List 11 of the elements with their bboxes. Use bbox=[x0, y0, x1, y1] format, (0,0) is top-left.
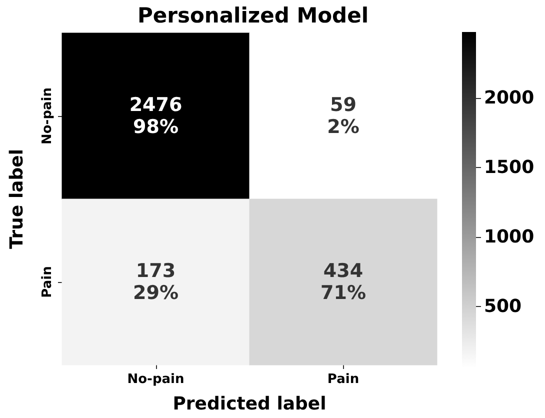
color-bar-label: 1500 bbox=[484, 157, 534, 178]
color-bar-label: 1000 bbox=[484, 226, 534, 248]
x-axis-title: Predicted label bbox=[172, 394, 326, 414]
color-bar-label: 500 bbox=[484, 296, 522, 318]
y-axis-title: True label bbox=[6, 148, 28, 250]
data-label: 173 29% bbox=[133, 260, 178, 304]
color-bar-label: 2000 bbox=[484, 88, 534, 109]
chart-title: Personalized Model bbox=[137, 4, 369, 28]
data-label: 59 2% bbox=[327, 94, 360, 138]
data-label: 2476 98% bbox=[129, 94, 182, 138]
data-label: 434 71% bbox=[320, 260, 366, 304]
